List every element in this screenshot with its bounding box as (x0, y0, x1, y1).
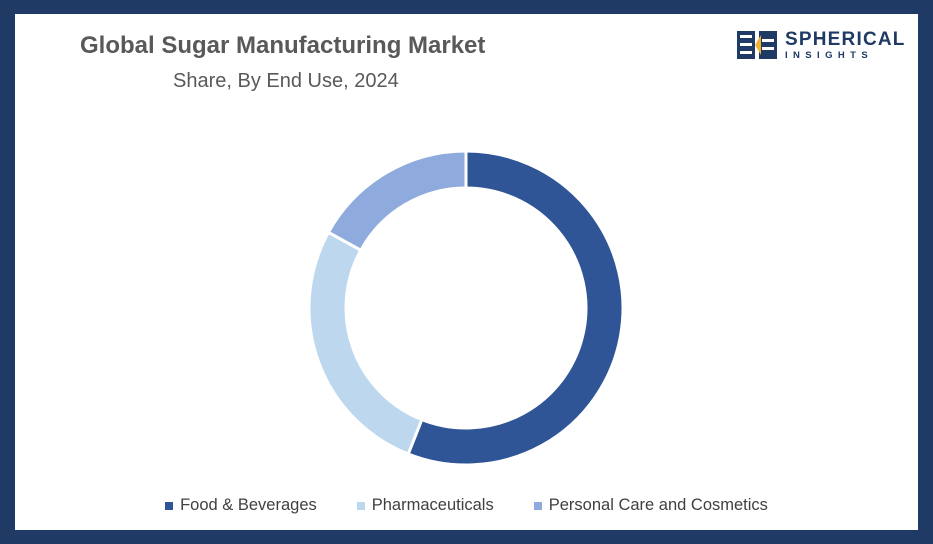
legend-item-food-beverages: Food & Beverages (165, 496, 317, 515)
legend-item-personal-care-and-cosmetics: Personal Care and Cosmetics (533, 496, 768, 515)
legend-item-pharmaceuticals: Pharmaceuticals (356, 496, 494, 515)
slice-pharmaceuticals (307, 230, 424, 456)
logo-tagline: INSIGHTS (785, 49, 874, 61)
logo-mark-icon (737, 31, 777, 59)
chart-subtitle: Share, By End Use, 2024 (173, 70, 399, 92)
legend-label: Personal Care and Cosmetics (548, 496, 768, 514)
legend-label: Pharmaceuticals (371, 496, 494, 514)
legend-swatch (165, 501, 174, 510)
chart-card: Global Sugar Manufacturing Market Share,… (15, 14, 918, 530)
legend-swatch (356, 501, 365, 510)
chart-legend: Food & Beverages Pharmaceuticals Personal … (15, 496, 918, 515)
chart-title: Global Sugar Manufacturing Market (80, 32, 486, 59)
legend-label: Food & Beverages (180, 496, 317, 514)
slice-food-beverages (406, 149, 625, 467)
legend-swatch (533, 501, 542, 510)
spherical-insights-logo: SPHERICAL INSIGHTS (737, 29, 906, 61)
donut-chart (307, 149, 625, 467)
logo-name: SPHERICAL (785, 28, 906, 50)
slice-personal-care-and-cosmetics (326, 149, 468, 253)
